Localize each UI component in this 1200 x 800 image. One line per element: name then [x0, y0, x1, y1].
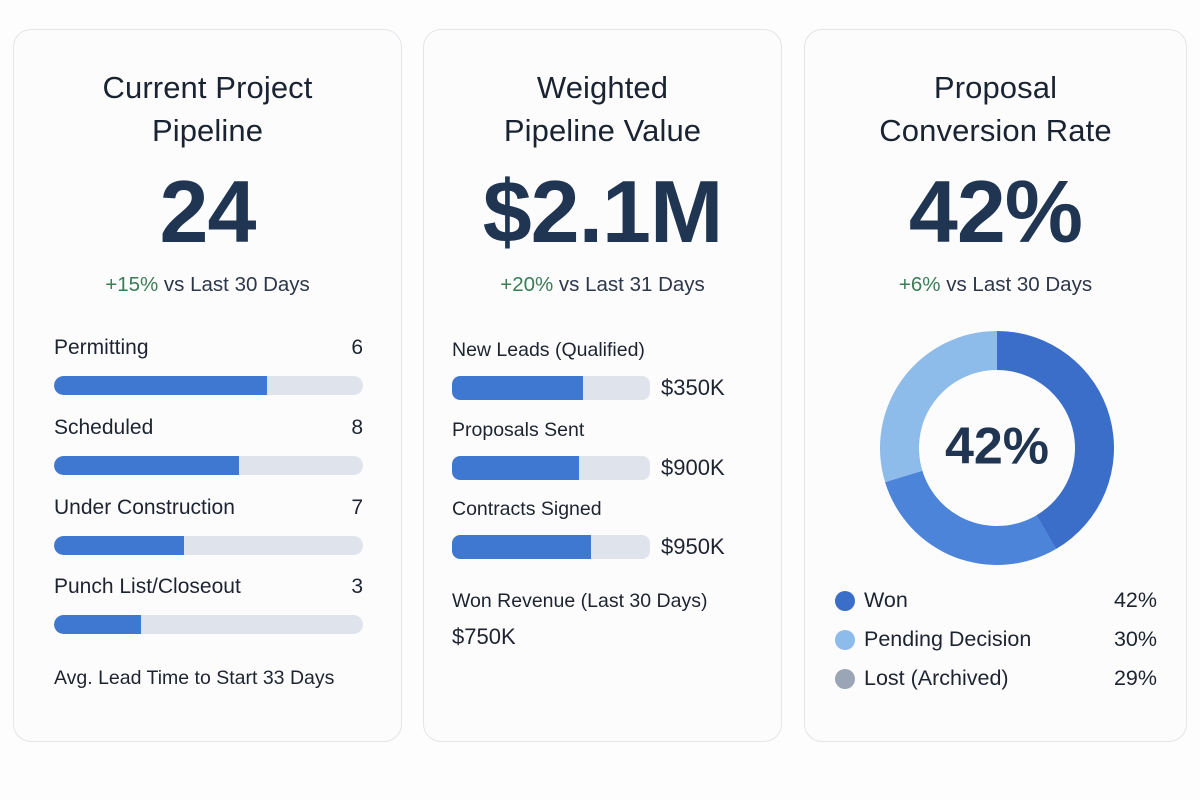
card-title: Proposal Conversion Rate: [805, 66, 1186, 152]
card-title: Weighted Pipeline Value: [424, 66, 781, 152]
trend-suffix: vs Last 30 Days: [158, 273, 310, 296]
title-line-1: Weighted: [536, 70, 669, 105]
legend-label: Pending Decision: [864, 627, 1032, 651]
conversion-rate: 42%: [908, 162, 1083, 261]
legend-label: Won: [864, 588, 908, 612]
value-row[interactable]: Proposals Sent $900K: [452, 419, 762, 481]
progress-track: [54, 615, 363, 634]
stage-row[interactable]: Scheduled 8: [54, 416, 363, 475]
progress-track: [452, 456, 650, 480]
title-line-1: Current Project: [102, 70, 313, 105]
stage-count: 7: [351, 496, 363, 519]
legend-item[interactable]: Won 42%: [835, 581, 1157, 620]
legend-dot-icon: [835, 629, 855, 650]
weighted-pipeline-card: Weighted Pipeline Value $2.1M +20% vs La…: [423, 29, 782, 742]
trend-suffix: vs Last 30 Days: [940, 273, 1093, 296]
stage-row[interactable]: Punch List/Closeout 3: [54, 575, 363, 634]
stage-count: 6: [351, 336, 363, 359]
legend-dot-icon: [835, 590, 855, 611]
title-line-2: Pipeline Value: [503, 113, 702, 148]
donut-segment-lost-archived[interactable]: [885, 470, 1057, 565]
legend-value: 42%: [1113, 588, 1157, 612]
progress-fill: [54, 376, 268, 395]
value-row-amount: $950K: [661, 534, 725, 559]
title-line-2: Pipeline: [151, 113, 264, 148]
stage-row[interactable]: Under Construction 7: [54, 496, 363, 555]
value-row-label: Contracts Signed: [452, 498, 602, 520]
stage-label: Permitting: [54, 336, 149, 359]
progress-track: [54, 456, 363, 475]
won-revenue-value: $750K: [452, 624, 516, 649]
title-line-2: Conversion Rate: [879, 113, 1112, 148]
legend-dot-icon: [835, 668, 855, 689]
value-row-amount: $900K: [661, 455, 725, 480]
conversion-donut-chart: 42%: [880, 331, 1114, 565]
trend-delta: +6%: [898, 273, 941, 296]
stage-label: Under Construction: [54, 496, 235, 519]
progress-track: [452, 535, 650, 559]
value-row[interactable]: New Leads (Qualified) $350K: [452, 339, 762, 401]
won-revenue-label: Won Revenue (Last 30 Days): [452, 590, 708, 612]
legend-label: Lost (Archived): [864, 666, 1009, 690]
progress-fill: [54, 456, 240, 475]
donut-segment-won[interactable]: [997, 331, 1114, 550]
value-row-amount: $350K: [661, 375, 725, 400]
trend-delta: +15%: [105, 273, 159, 296]
value-row-label: Proposals Sent: [452, 419, 585, 441]
lead-time-footnote: Avg. Lead Time to Start 33 Days: [54, 667, 335, 689]
progress-track: [452, 376, 650, 400]
progress-fill: [54, 615, 141, 634]
value-row[interactable]: Contracts Signed $950K: [452, 498, 762, 560]
stage-label: Scheduled: [54, 416, 154, 439]
value-row-label: New Leads (Qualified): [452, 339, 645, 361]
legend-item[interactable]: Pending Decision 30%: [835, 620, 1157, 659]
stage-count: 3: [351, 575, 363, 598]
donut-legend: Won 42% Pending Decision 30% Lost (Archi…: [835, 581, 1157, 698]
weighted-value: $2.1M: [482, 162, 724, 261]
progress-track: [54, 536, 363, 555]
stage-count: 8: [351, 416, 363, 439]
pipeline-card: Current Project Pipeline 24 +15% vs Last…: [13, 29, 402, 742]
progress-track: [54, 376, 363, 395]
card-title: Current Project Pipeline: [14, 66, 401, 152]
donut-center-label: 42%: [945, 418, 1049, 476]
legend-value: 30%: [1113, 627, 1157, 651]
pipeline-count: 24: [159, 162, 257, 261]
conversion-card: Proposal Conversion Rate 42% +6% vs Last…: [804, 29, 1187, 742]
progress-fill: [452, 376, 583, 400]
progress-fill: [54, 536, 184, 555]
progress-fill: [452, 535, 591, 559]
donut-segment-pending-decision[interactable]: [880, 331, 997, 483]
legend-item[interactable]: Lost (Archived) 29%: [835, 659, 1157, 698]
title-line-1: Proposal: [933, 70, 1058, 105]
trend-text: +6% vs Last 30 Days: [805, 273, 1186, 297]
legend-value: 29%: [1113, 666, 1157, 690]
stage-row[interactable]: Permitting 6: [54, 336, 363, 395]
trend-text: +15% vs Last 30 Days: [14, 273, 401, 297]
stage-label: Punch List/Closeout: [54, 575, 241, 598]
trend-suffix: vs Last 31 Days: [553, 273, 705, 296]
progress-fill: [452, 456, 579, 480]
trend-text: +20% vs Last 31 Days: [424, 273, 781, 297]
trend-delta: +20%: [500, 273, 554, 296]
